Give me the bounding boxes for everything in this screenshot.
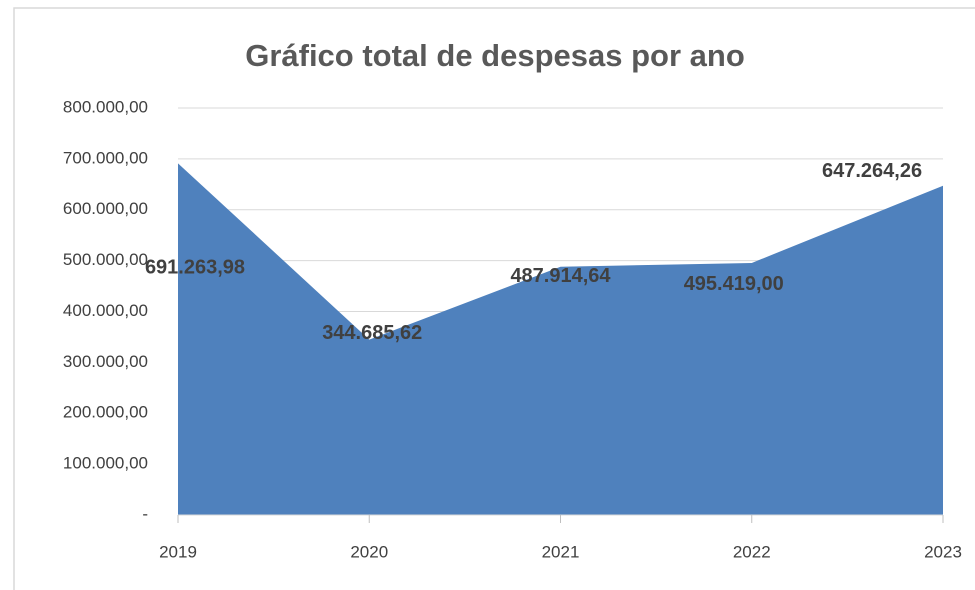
y-tick-label: - xyxy=(142,504,148,523)
y-tick-label: 300.000,00 xyxy=(63,352,148,371)
y-tick-label: 600.000,00 xyxy=(63,199,148,218)
value-label: 495.419,00 xyxy=(684,273,784,295)
chart-title: Gráfico total de despesas por ano xyxy=(245,38,745,73)
x-tick-label: 2020 xyxy=(350,542,388,561)
y-tick-label: 700.000,00 xyxy=(63,148,148,167)
x-tick-label: 2023 xyxy=(924,542,962,561)
x-tick-label: 2022 xyxy=(733,542,771,561)
y-tick-label: 500.000,00 xyxy=(63,250,148,269)
y-tick-label: 400.000,00 xyxy=(63,301,148,320)
y-tick-label: 200.000,00 xyxy=(63,403,148,422)
y-tick-label: 800.000,00 xyxy=(63,97,148,116)
value-label: 487.914,64 xyxy=(510,265,611,287)
x-tick-label: 2021 xyxy=(542,542,580,561)
x-tick-label: 2019 xyxy=(159,542,197,561)
area xyxy=(178,163,943,515)
y-tick-label: 100.000,00 xyxy=(63,454,148,473)
value-label: 691.263,98 xyxy=(145,257,245,279)
value-label: 344.685,62 xyxy=(322,322,422,344)
value-label: 647.264,26 xyxy=(822,160,922,182)
